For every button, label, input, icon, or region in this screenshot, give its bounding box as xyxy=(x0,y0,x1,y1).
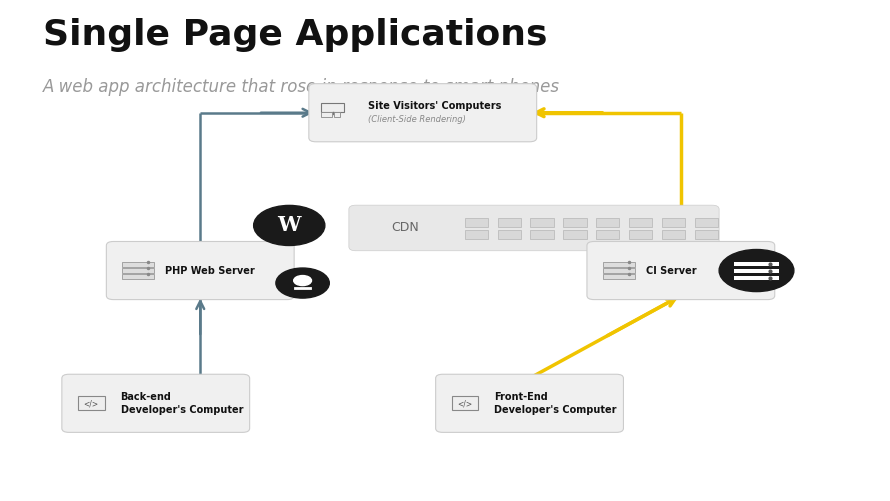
Text: CI Server: CI Server xyxy=(646,266,696,276)
FancyBboxPatch shape xyxy=(309,84,537,142)
Circle shape xyxy=(719,249,794,292)
Text: </>: </> xyxy=(457,400,473,409)
FancyBboxPatch shape xyxy=(77,396,104,410)
Text: A web app architecture that rose in response to smart phones: A web app architecture that rose in resp… xyxy=(43,78,560,96)
FancyBboxPatch shape xyxy=(498,230,521,239)
Text: Front-End: Front-End xyxy=(495,392,548,402)
FancyBboxPatch shape xyxy=(695,230,718,239)
Text: (Client-Side Rendering): (Client-Side Rendering) xyxy=(368,115,465,124)
FancyBboxPatch shape xyxy=(465,218,488,227)
FancyBboxPatch shape xyxy=(587,241,774,300)
Text: Developer's Computer: Developer's Computer xyxy=(120,405,243,415)
FancyBboxPatch shape xyxy=(603,274,635,279)
FancyBboxPatch shape xyxy=(603,263,635,267)
FancyBboxPatch shape xyxy=(465,230,488,239)
FancyBboxPatch shape xyxy=(123,269,155,273)
FancyBboxPatch shape xyxy=(321,112,332,117)
FancyBboxPatch shape xyxy=(321,103,344,112)
FancyBboxPatch shape xyxy=(695,218,718,227)
FancyBboxPatch shape xyxy=(603,269,635,273)
FancyBboxPatch shape xyxy=(734,262,779,266)
FancyBboxPatch shape xyxy=(563,218,587,227)
FancyBboxPatch shape xyxy=(349,205,719,250)
Text: Back-end: Back-end xyxy=(120,392,172,402)
FancyBboxPatch shape xyxy=(106,241,294,300)
FancyBboxPatch shape xyxy=(596,218,619,227)
Circle shape xyxy=(276,268,329,298)
FancyBboxPatch shape xyxy=(123,274,155,279)
FancyBboxPatch shape xyxy=(530,218,554,227)
FancyBboxPatch shape xyxy=(451,396,479,410)
Circle shape xyxy=(294,276,311,286)
Text: </>: </> xyxy=(84,400,99,409)
FancyBboxPatch shape xyxy=(61,374,249,432)
Text: CDN: CDN xyxy=(392,221,419,234)
FancyBboxPatch shape xyxy=(662,218,685,227)
FancyBboxPatch shape xyxy=(629,230,652,239)
Text: Single Page Applications: Single Page Applications xyxy=(43,18,547,52)
FancyBboxPatch shape xyxy=(563,230,587,239)
FancyBboxPatch shape xyxy=(498,218,521,227)
FancyBboxPatch shape xyxy=(734,276,779,280)
FancyBboxPatch shape xyxy=(596,230,619,239)
Circle shape xyxy=(254,205,325,245)
Text: W: W xyxy=(278,215,301,235)
FancyBboxPatch shape xyxy=(629,218,652,227)
FancyBboxPatch shape xyxy=(734,269,779,273)
FancyBboxPatch shape xyxy=(435,374,623,432)
FancyBboxPatch shape xyxy=(334,112,340,117)
Text: Site Visitors' Computers: Site Visitors' Computers xyxy=(368,101,501,111)
FancyBboxPatch shape xyxy=(662,230,685,239)
Text: Developer's Computer: Developer's Computer xyxy=(495,405,617,415)
Text: PHP Web Server: PHP Web Server xyxy=(165,266,255,276)
FancyBboxPatch shape xyxy=(530,230,554,239)
FancyBboxPatch shape xyxy=(123,263,155,267)
